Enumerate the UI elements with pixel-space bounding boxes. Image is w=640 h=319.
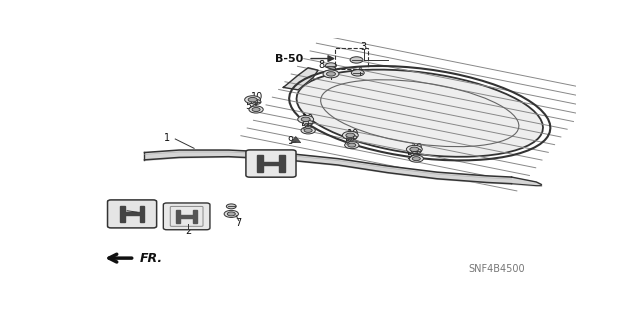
FancyBboxPatch shape — [163, 203, 210, 230]
Circle shape — [412, 157, 420, 161]
Circle shape — [304, 129, 312, 132]
Bar — [279, 155, 285, 172]
Text: 10: 10 — [302, 114, 314, 124]
Text: 10: 10 — [411, 143, 424, 153]
Circle shape — [346, 133, 355, 137]
Bar — [176, 210, 180, 223]
Bar — [263, 162, 279, 165]
Text: 8: 8 — [318, 60, 324, 70]
FancyBboxPatch shape — [246, 150, 296, 177]
Bar — [335, 48, 367, 69]
Circle shape — [410, 147, 419, 152]
Circle shape — [298, 115, 314, 123]
Bar — [193, 210, 197, 223]
Text: 5: 5 — [406, 151, 412, 161]
Circle shape — [252, 108, 260, 112]
Text: B-50: B-50 — [275, 54, 303, 63]
Circle shape — [326, 72, 335, 76]
Text: SNF4B4500: SNF4B4500 — [468, 264, 525, 274]
Circle shape — [227, 212, 236, 216]
Text: 4: 4 — [356, 66, 363, 76]
Text: 10: 10 — [347, 129, 359, 138]
Circle shape — [227, 204, 236, 209]
Text: 5: 5 — [300, 122, 307, 132]
Text: 9: 9 — [287, 137, 293, 146]
Circle shape — [409, 155, 424, 162]
Text: 10: 10 — [251, 92, 263, 102]
Circle shape — [342, 131, 358, 139]
Circle shape — [348, 143, 356, 147]
Circle shape — [244, 96, 260, 104]
Bar — [125, 212, 140, 215]
FancyBboxPatch shape — [108, 200, 157, 228]
Bar — [180, 215, 193, 218]
Circle shape — [224, 210, 239, 218]
Circle shape — [345, 142, 359, 149]
Circle shape — [249, 106, 263, 113]
Circle shape — [301, 117, 310, 122]
Polygon shape — [284, 68, 318, 90]
Circle shape — [347, 135, 356, 140]
Circle shape — [351, 70, 364, 76]
Circle shape — [323, 70, 339, 78]
Circle shape — [301, 127, 316, 134]
Text: 6: 6 — [118, 206, 124, 216]
Text: 3: 3 — [361, 42, 367, 52]
Circle shape — [251, 100, 261, 104]
Circle shape — [248, 98, 257, 102]
Ellipse shape — [296, 70, 543, 157]
Text: 2: 2 — [185, 226, 191, 236]
Circle shape — [350, 57, 363, 63]
Bar — [140, 206, 145, 222]
Circle shape — [326, 63, 337, 68]
Circle shape — [406, 145, 422, 153]
Polygon shape — [291, 137, 301, 143]
Bar — [120, 206, 125, 222]
Bar — [257, 155, 263, 172]
Text: 7: 7 — [236, 218, 242, 227]
Circle shape — [303, 120, 313, 125]
Text: 5: 5 — [344, 137, 350, 147]
Circle shape — [412, 149, 421, 153]
Text: 5: 5 — [246, 101, 252, 111]
Text: FR.: FR. — [140, 252, 163, 265]
Text: 1: 1 — [164, 133, 170, 143]
